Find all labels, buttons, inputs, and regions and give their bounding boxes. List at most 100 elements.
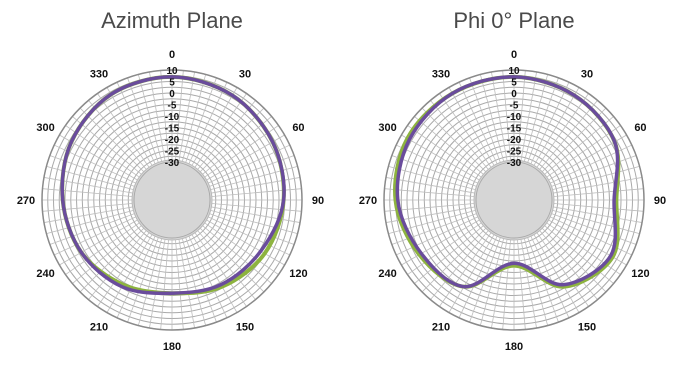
grid-spoke (533, 87, 580, 166)
grid-spoke (211, 206, 301, 223)
radial-tick-label: -20 (165, 135, 180, 146)
radial-tick-label: 10 (166, 66, 178, 77)
grid-spoke (385, 177, 475, 194)
radial-tick-label: -15 (507, 124, 522, 135)
grid-spoke (448, 234, 495, 313)
grid-spoke (72, 116, 142, 175)
grid-spoke (550, 216, 632, 256)
grid-spoke (541, 227, 607, 293)
grid-spoke (458, 236, 498, 318)
angle-tick-label: 0 (169, 49, 175, 61)
grid-spoke (149, 239, 166, 329)
grid-spoke (160, 239, 169, 330)
grid-spoke (414, 225, 484, 284)
grid-spoke (46, 165, 134, 191)
grid-spoke (46, 209, 134, 235)
phi-0-plane-chart: Phi 0° Plane 1050-5-10-15-20-25-30030609… (359, 8, 666, 353)
grid-spoke (185, 237, 217, 323)
angle-tick-label: 30 (581, 69, 593, 81)
series-line-1 (60, 75, 286, 296)
grid-spoke (553, 188, 644, 197)
grid-spoke (539, 230, 598, 300)
grid-spoke (520, 239, 537, 329)
grid-spoke (194, 93, 247, 168)
grid-spoke (421, 227, 487, 293)
angle-tick-label: 270 (17, 195, 35, 207)
grid-spoke (88, 100, 147, 170)
grid-spoke (407, 222, 482, 275)
series-line-1 (395, 75, 620, 289)
grid-spoke (59, 219, 138, 266)
grid-spoke (469, 77, 501, 163)
angle-tick-label: 240 (36, 268, 54, 280)
grid-spoke (523, 74, 549, 162)
outer-ring (41, 69, 303, 331)
grid-spoke (536, 93, 589, 168)
grid-spoke (202, 116, 272, 175)
grid-spoke (536, 232, 589, 307)
angle-tick-label: 180 (505, 341, 523, 353)
inner-disk (473, 159, 555, 241)
angle-tick-label: 300 (36, 122, 54, 134)
grid-spoke (439, 232, 492, 307)
grid-spoke (388, 165, 476, 191)
angle-tick-label: 150 (578, 321, 596, 333)
grid-spoke (137, 238, 163, 326)
grid-spoke (116, 82, 156, 164)
grid-spoke (43, 206, 133, 223)
grid-spoke (541, 107, 607, 173)
grid-spoke (178, 239, 195, 329)
grid-spoke (553, 177, 643, 194)
grid-spoke (407, 125, 482, 178)
grid-spoke (384, 188, 475, 197)
radial-tick-label: 0 (169, 89, 175, 100)
radial-tick-label: -10 (507, 112, 522, 123)
grid-spoke (79, 227, 145, 293)
radial-tick-label: -5 (510, 101, 519, 112)
grid-ring (475, 161, 553, 239)
grid-spoke (491, 71, 508, 161)
grid-spoke (396, 144, 478, 184)
radial-tick-label: -20 (507, 135, 522, 146)
grid-spoke (116, 236, 156, 318)
grid-spoke (544, 225, 614, 284)
grid-spoke (551, 213, 637, 245)
grid-spoke (502, 70, 511, 161)
grid-spoke (106, 87, 153, 166)
chart-title: Azimuth Plane (101, 8, 243, 33)
grid-spoke (202, 225, 272, 284)
grid-spoke (401, 134, 480, 181)
grid-spoke (517, 239, 526, 330)
radial-tick-label: -30 (165, 158, 180, 169)
grid-spoke (42, 203, 133, 212)
grid-spoke (188, 236, 228, 318)
grid-spoke (65, 222, 140, 275)
grid-spoke (430, 100, 489, 170)
grid-spoke (72, 225, 142, 284)
grid-spoke (204, 222, 279, 275)
grid-spoke (430, 230, 489, 300)
grid-spoke (479, 238, 505, 326)
angle-tick-label: 0 (511, 49, 517, 61)
grid-spoke (539, 100, 598, 170)
grid-spoke (209, 213, 295, 245)
grid-spoke (149, 71, 166, 161)
grid-spoke (88, 230, 147, 300)
grid-spoke (401, 219, 480, 266)
grid-spoke (175, 239, 184, 330)
radial-tick-label: 0 (511, 89, 517, 100)
radial-tick-label: -10 (165, 112, 180, 123)
grid-spoke (191, 87, 238, 166)
chart-title: Phi 0° Plane (453, 8, 574, 33)
grid-spoke (181, 74, 207, 162)
grid-spoke (530, 236, 570, 318)
grid-spoke (414, 116, 484, 175)
grid-spoke (175, 70, 184, 161)
grid-spoke (211, 177, 301, 194)
grid-spoke (178, 71, 195, 161)
angle-tick-label: 240 (378, 268, 396, 280)
grid-spoke (391, 155, 477, 187)
radial-tick-label: -25 (507, 147, 522, 158)
angle-tick-label: 330 (90, 69, 108, 81)
